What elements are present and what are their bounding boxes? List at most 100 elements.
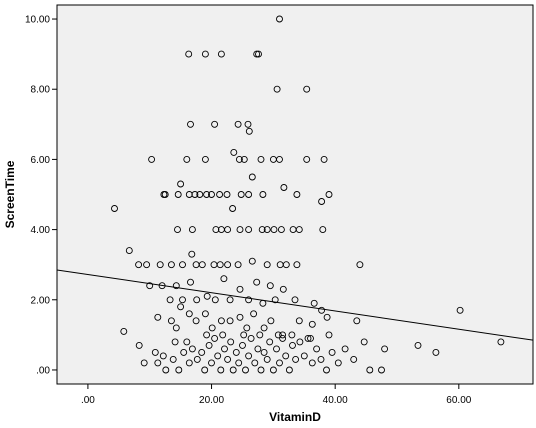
data-point bbox=[185, 50, 193, 58]
data-point bbox=[356, 261, 364, 269]
data-point bbox=[205, 341, 213, 349]
data-point bbox=[224, 355, 232, 363]
x-tick-label: 40.00 bbox=[323, 395, 348, 406]
data-point bbox=[260, 324, 268, 332]
data-point bbox=[259, 191, 267, 198]
data-point bbox=[282, 261, 290, 269]
data-point bbox=[243, 324, 251, 332]
data-point bbox=[250, 310, 258, 318]
data-point bbox=[180, 348, 188, 356]
data-point bbox=[135, 261, 143, 269]
data-point bbox=[308, 359, 316, 367]
data-point bbox=[273, 85, 281, 93]
data-point bbox=[334, 359, 342, 367]
data-point bbox=[277, 226, 285, 234]
data-point bbox=[300, 352, 308, 360]
data-point bbox=[296, 338, 304, 346]
data-point bbox=[179, 261, 186, 269]
data-point bbox=[328, 348, 336, 356]
data-point bbox=[217, 317, 225, 325]
data-point bbox=[191, 191, 199, 198]
data-point bbox=[224, 261, 232, 269]
data-point bbox=[245, 352, 253, 360]
data-point bbox=[381, 345, 389, 353]
data-point bbox=[236, 285, 244, 293]
data-point bbox=[350, 355, 358, 363]
y-tick-label: 4.00 bbox=[31, 225, 51, 236]
data-point bbox=[229, 366, 237, 374]
data-point bbox=[310, 299, 318, 307]
data-point bbox=[240, 331, 248, 339]
data-point bbox=[201, 310, 209, 318]
data-point bbox=[245, 296, 253, 304]
data-point bbox=[292, 355, 300, 363]
data-point bbox=[185, 310, 193, 318]
data-point bbox=[248, 173, 256, 181]
data-point bbox=[279, 334, 287, 342]
data-point bbox=[263, 226, 271, 234]
x-tick-label: 60.00 bbox=[446, 395, 471, 406]
data-point bbox=[432, 348, 440, 356]
data-point bbox=[227, 338, 235, 346]
data-point bbox=[203, 292, 211, 300]
data-point bbox=[289, 341, 296, 349]
data-point bbox=[174, 226, 181, 234]
data-point bbox=[154, 359, 162, 367]
y-tick-label: 10.00 bbox=[25, 15, 50, 26]
data-point bbox=[167, 261, 175, 269]
y-tick-label: 6.00 bbox=[31, 155, 51, 166]
data-point bbox=[295, 317, 303, 325]
data-point bbox=[308, 320, 316, 328]
data-point bbox=[120, 327, 128, 335]
data-point bbox=[161, 191, 169, 198]
x-axis-title: VitaminD bbox=[269, 410, 321, 424]
data-point bbox=[175, 366, 183, 374]
data-point bbox=[188, 345, 196, 353]
data-point bbox=[313, 345, 321, 353]
data-point bbox=[232, 348, 240, 356]
data-point bbox=[214, 352, 222, 360]
data-point bbox=[253, 278, 261, 286]
data-point bbox=[285, 366, 293, 374]
data-point bbox=[269, 366, 277, 374]
data-point bbox=[187, 120, 194, 128]
data-point bbox=[172, 324, 180, 332]
data-point bbox=[167, 317, 175, 325]
data-point bbox=[198, 348, 206, 356]
data-point bbox=[247, 334, 255, 342]
data-point bbox=[193, 296, 201, 304]
data-point bbox=[151, 348, 159, 356]
data-point bbox=[196, 191, 204, 198]
data-point bbox=[239, 341, 246, 349]
data-point bbox=[303, 155, 311, 163]
data-point bbox=[304, 334, 312, 342]
data-point bbox=[216, 191, 224, 198]
data-point bbox=[234, 261, 242, 269]
data-point bbox=[257, 366, 265, 374]
data-point bbox=[198, 261, 206, 269]
data-point bbox=[263, 355, 271, 363]
data-point bbox=[360, 338, 368, 346]
data-point bbox=[255, 50, 262, 58]
data-point bbox=[497, 338, 505, 346]
data-point bbox=[260, 348, 268, 356]
data-point bbox=[177, 180, 185, 188]
data-point bbox=[203, 191, 211, 198]
data-point bbox=[208, 191, 215, 198]
data-point bbox=[208, 359, 215, 367]
data-point bbox=[185, 359, 193, 367]
data-point bbox=[307, 334, 314, 342]
data-point bbox=[256, 331, 264, 339]
data-point bbox=[276, 155, 283, 163]
data-point bbox=[245, 127, 253, 135]
x-tick-label: .00 bbox=[81, 395, 95, 406]
data-point bbox=[258, 226, 266, 234]
data-point bbox=[236, 313, 244, 321]
data-point bbox=[271, 296, 279, 304]
data-point bbox=[226, 317, 234, 325]
y-tick-label: .00 bbox=[36, 365, 50, 376]
data-point bbox=[203, 331, 211, 339]
data-point bbox=[245, 191, 253, 198]
data-point bbox=[183, 155, 191, 163]
data-point bbox=[353, 317, 361, 325]
